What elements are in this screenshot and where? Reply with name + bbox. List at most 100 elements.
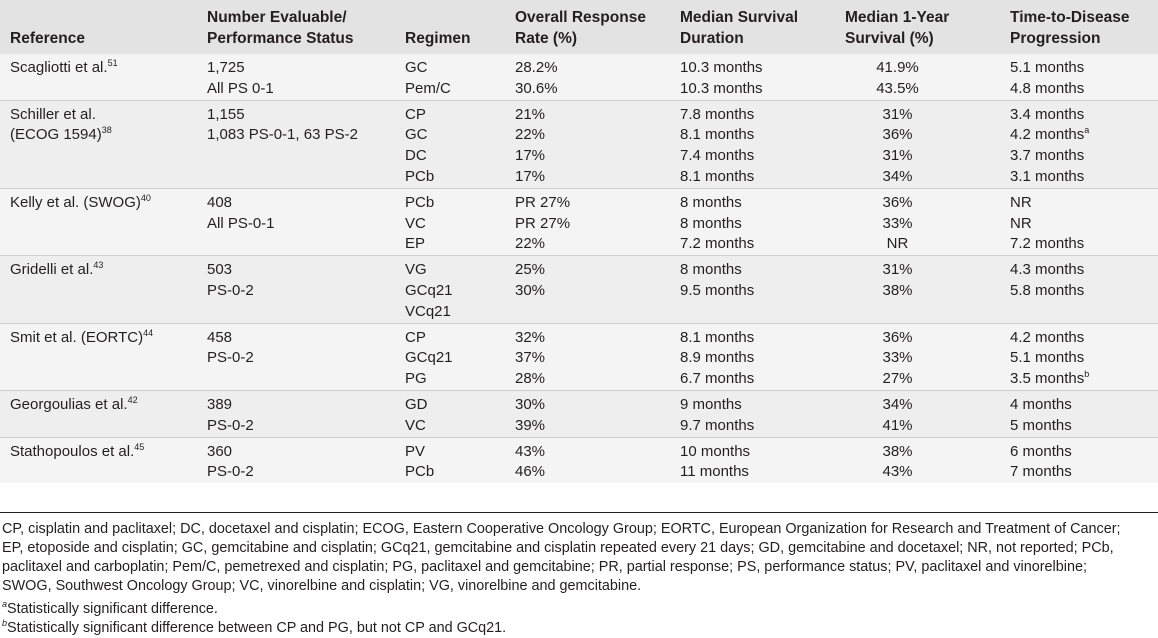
msd-value: 9 months <box>680 395 742 413</box>
m1y-cell: 38% 43% <box>835 436 1000 484</box>
number-text: PS-0-2 <box>207 349 254 367</box>
orr-value: 30.6% <box>515 79 558 97</box>
reference-cell: Scagliotti et al.51 <box>0 54 197 100</box>
regimen-text: GCq21 <box>405 349 453 367</box>
m1y-value: 31% <box>882 261 913 279</box>
ttp-cell: 3.4 months 4.2 monthsa 3.7 months 3.1 month… <box>1000 99 1158 189</box>
orr-cell: 25% 30% <box>505 255 670 324</box>
msd-cell: 10.3 months 10.3 months <box>670 54 835 100</box>
msd-value: 10.3 months <box>680 59 763 76</box>
ttp-value: 5 months <box>1010 416 1072 434</box>
number-cell: 408 All PS-0-1 <box>197 187 395 256</box>
ttp-value: 4.8 months <box>1010 79 1085 97</box>
m1y-cell: 31% 38% <box>835 255 1000 324</box>
footnote-b: bStatistically significant difference be… <box>2 618 507 636</box>
reference-text: Kelly et al. (SWOG)40 <box>10 192 151 211</box>
orr-value: 32% <box>515 328 546 346</box>
reference-cell: Smit et al. (EORTC)44 <box>0 322 197 391</box>
ttp-value: 4.2 monthsa <box>1010 125 1090 144</box>
orr-value: 30% <box>515 281 546 299</box>
msd-value: 8 months <box>680 261 742 279</box>
orr-value: 39% <box>515 416 546 434</box>
orr-value: 28.2% <box>515 59 558 76</box>
reference-text: Schiller et al. <box>10 105 96 123</box>
number-text: 1,725 <box>207 59 245 76</box>
regimen-cell: GD VC <box>395 389 505 438</box>
m1y-value: 41.9% <box>876 59 919 76</box>
number-text: 408 <box>207 193 233 211</box>
number-cell: 389 PS-0-2 <box>197 389 395 438</box>
m1y-value: 41% <box>882 416 913 434</box>
regimen-text: PCb <box>405 463 435 481</box>
ttp-value: 7.2 months <box>1010 235 1085 253</box>
header-msd: Median Survival Duration <box>680 9 799 47</box>
regimen-cell: PCb VC EP <box>395 187 505 256</box>
ttp-value: 3.1 months <box>1010 167 1085 185</box>
ttp-cell: 4 months 5 months <box>1000 389 1158 438</box>
number-text: All PS 0-1 <box>207 79 274 97</box>
regimen-text: PV <box>405 442 426 460</box>
msd-cell: 8.1 months 8.9 months 6.7 months <box>670 322 835 391</box>
reference-text: Stathopoulos et al.45 <box>10 441 145 460</box>
msd-cell: 8 months 8 months 7.2 months <box>670 187 835 256</box>
results-table: Reference Number Evaluable/Performance S… <box>0 0 1158 484</box>
msd-value: 10.3 months <box>680 79 763 97</box>
header-row: Reference Number Evaluable/Performance S… <box>0 0 1158 54</box>
reference-cell: Georgoulias et al.42 <box>0 389 197 438</box>
table-body: Scagliotti et al.51 1,725 All PS 0-1 GC Pem/… <box>0 54 1158 484</box>
number-text: PS-0-2 <box>207 463 254 481</box>
orr-value: 22% <box>515 126 546 144</box>
regimen-text: VC <box>405 214 426 232</box>
m1y-value: 31% <box>882 105 913 123</box>
regimen-text: EP <box>405 235 426 253</box>
header-ttp: Time-to-Disease Progression <box>1010 9 1130 47</box>
number-text: 389 <box>207 395 233 413</box>
ttp-value: 5.1 months <box>1010 349 1085 367</box>
number-text: 1,155 <box>207 105 245 123</box>
ttp-value: 7 months <box>1010 463 1072 481</box>
regimen-text: GD <box>405 395 428 413</box>
reference-text: Smit et al. (EORTC)44 <box>10 327 154 346</box>
reference-text: (ECOG 1594)38 <box>10 125 112 144</box>
reference-cell: Gridelli et al.43 <box>0 255 197 324</box>
header-regimen: Regimen <box>405 30 471 47</box>
ttp-value: 3.5 monthsb <box>1010 369 1090 388</box>
header-m1y: Median 1-Year Survival (%) <box>845 9 950 47</box>
ttp-cell: 6 months 7 months <box>1000 436 1158 484</box>
m1y-value: 38% <box>882 281 913 299</box>
regimen-text: CP <box>405 328 426 346</box>
orr-cell: 28.2% 30.6% <box>505 54 670 100</box>
m1y-cell: 41.9% 43.5% <box>835 54 1000 100</box>
regimen-text: GC <box>405 126 428 144</box>
msd-value: 9.5 months <box>680 281 755 299</box>
msd-value: 6.7 months <box>680 370 755 388</box>
orr-value: 43% <box>515 442 546 460</box>
abbreviation-line: paclitaxel and carboplatin; Pem/C, pemet… <box>2 559 1087 575</box>
msd-cell: 8 months 9.5 months <box>670 255 835 324</box>
ttp-value: 5.8 months <box>1010 281 1085 299</box>
number-cell: 1,155 1,083 PS-0-1, 63 PS-2 <box>197 99 395 189</box>
ttp-value: 4 months <box>1010 395 1072 413</box>
m1y-value: NR <box>886 235 909 253</box>
msd-value: 10 months <box>680 442 751 460</box>
msd-value: 8.9 months <box>680 349 755 367</box>
ttp-value: 3.4 months <box>1010 105 1085 123</box>
m1y-value: 36% <box>882 193 913 211</box>
m1y-value: 43% <box>882 463 913 481</box>
m1y-value: 38% <box>882 442 913 460</box>
ttp-value: NR <box>1010 214 1032 232</box>
msd-cell: 9 months 9.7 months <box>670 389 835 438</box>
table-row: Georgoulias et al.42 389 PS-0-2 GD VC 30% 39% 9… <box>0 389 1158 438</box>
msd-value: 7.4 months <box>680 147 755 165</box>
number-text: All PS-0-1 <box>207 214 275 232</box>
msd-value: 7.8 months <box>680 105 755 123</box>
orr-cell: 32% 37% 28% <box>505 322 670 391</box>
m1y-value: 34% <box>882 167 913 185</box>
regimen-text: CP <box>405 105 426 123</box>
orr-value: 22% <box>515 235 546 253</box>
table-row: Smit et al. (EORTC)44 458 PS-0-2 CP GCq21 PG 3… <box>0 322 1158 391</box>
reference-cell: Stathopoulos et al.45 <box>0 436 197 484</box>
regimen-cell: CP GCq21 PG <box>395 322 505 391</box>
regimen-cell: CP GC DC PCb <box>395 99 505 189</box>
ttp-value: 4.2 months <box>1010 328 1085 346</box>
